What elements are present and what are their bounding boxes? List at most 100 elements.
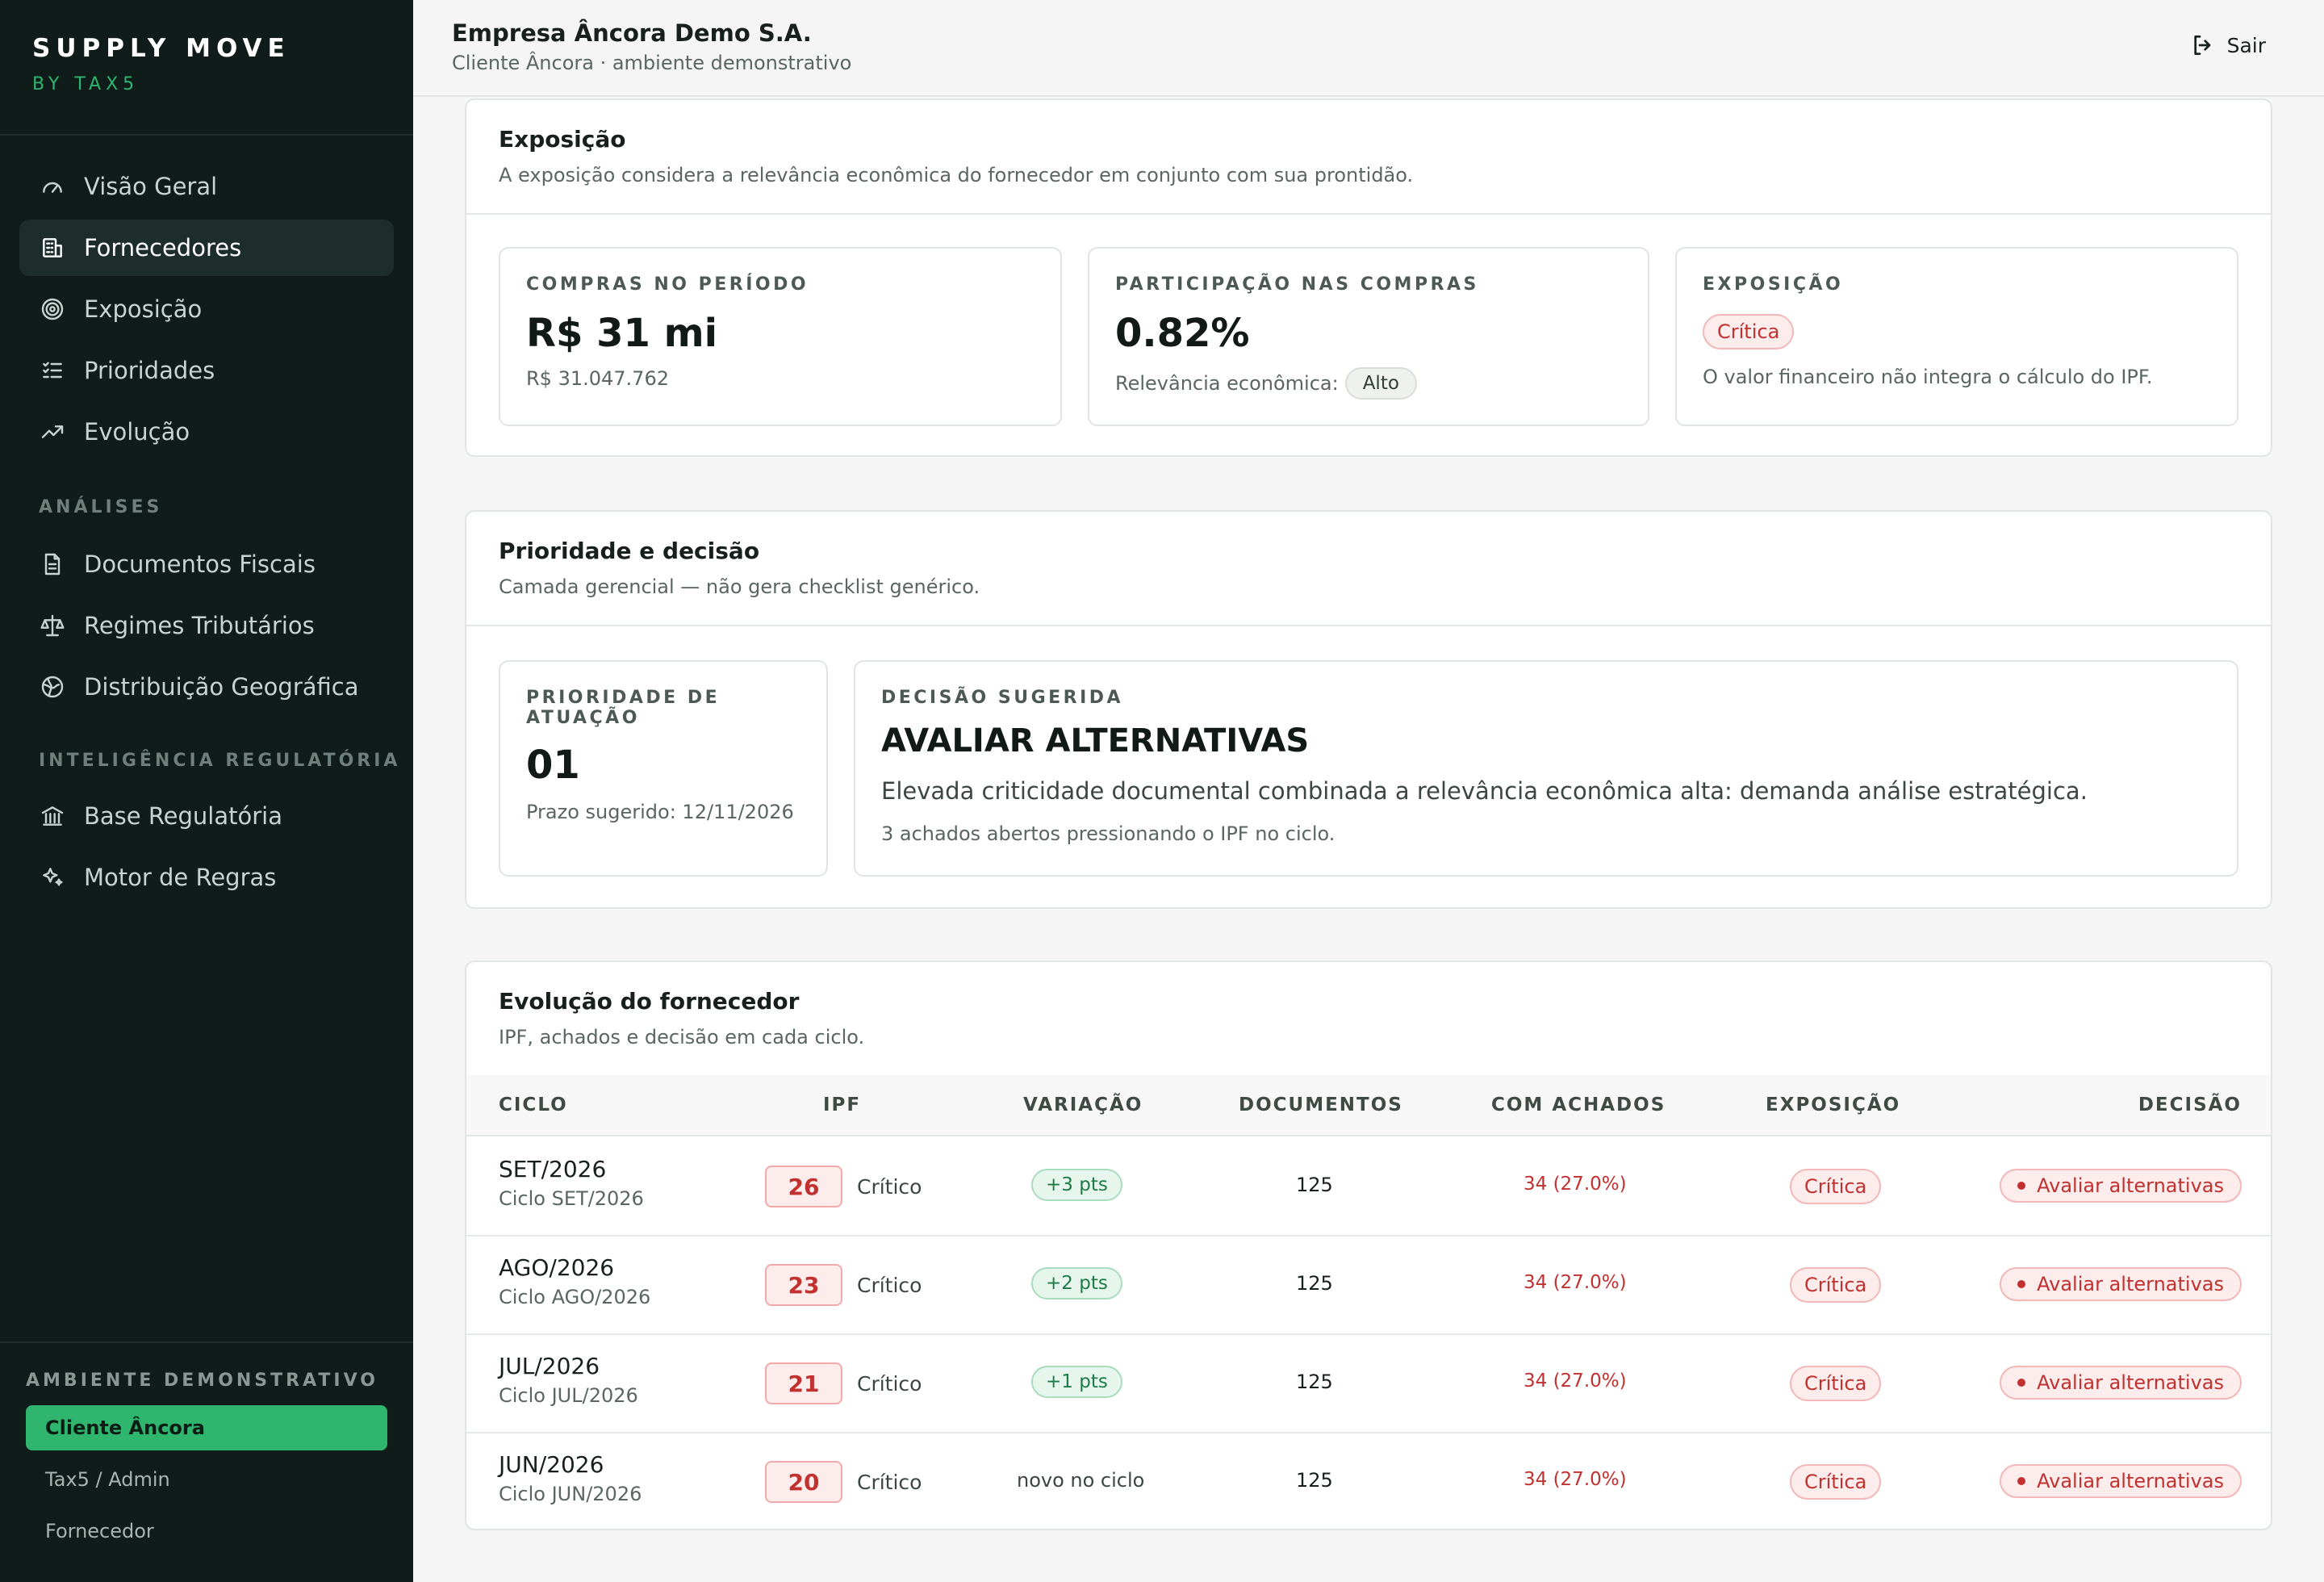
column-header-com-achados[interactable]: COM ACHADOS xyxy=(1491,1094,1666,1115)
cycle-name: SET/2026 xyxy=(499,1156,607,1182)
sidebar-item-label: Exposição xyxy=(84,295,203,323)
sidebar: SUPPLY MOVE BY TAX5 Visão Geral Forneced… xyxy=(0,0,413,1582)
ipf-cell: 20 Crítico xyxy=(765,1461,922,1503)
kpi-label: PARTICIPAÇÃO NAS COMPRAS xyxy=(1115,274,1479,295)
findings-count: 34 (27.0%) xyxy=(1524,1469,1627,1490)
building-icon xyxy=(39,234,66,262)
column-header-ciclo[interactable]: CICLO xyxy=(499,1094,568,1115)
column-header-documentos[interactable]: DOCUMENTOS xyxy=(1239,1094,1403,1115)
kpi-exposure: EXPOSIÇÃO Crítica O valor financeiro não… xyxy=(1675,247,2238,426)
kpi-label: COMPRAS NO PERÍODO xyxy=(526,274,809,295)
sidebar-item-motor-de-regras[interactable]: Motor de Regras xyxy=(19,849,394,906)
intel-nav: Base Regulatória Motor de Regras xyxy=(19,788,394,910)
variation-badge: +2 pts xyxy=(1031,1267,1122,1300)
environment-label: AMBIENTE DEMONSTRATIVO xyxy=(26,1371,378,1391)
exposure-card: Exposição A exposição considera a relevâ… xyxy=(465,98,2272,457)
exposure-badge: Crítica xyxy=(1790,1366,1882,1401)
logout-label: Sair xyxy=(2226,33,2266,57)
sidebar-item-label: Base Regulatória xyxy=(84,802,283,830)
analises-nav: Documentos Fiscais Regimes Tributários D… xyxy=(19,536,394,720)
ipf-score: 21 xyxy=(765,1362,842,1404)
decision-cell: Avaliar alternativas xyxy=(2000,1169,2242,1203)
table-header: CICLO IPF VARIAÇÃO DOCUMENTOS COM ACHADO… xyxy=(466,1075,2271,1136)
sidebar-item-label: Documentos Fiscais xyxy=(84,550,316,578)
findings-count: 34 (27.0%) xyxy=(1524,1174,1627,1195)
sidebar-item-label: Prioridades xyxy=(84,357,215,384)
decision-badge: Avaliar alternativas xyxy=(2000,1267,2242,1301)
ipf-label: Crítico xyxy=(857,1470,922,1494)
sidebar-item-fornecedores[interactable]: Fornecedores xyxy=(19,220,394,276)
decision-cell: Avaliar alternativas xyxy=(2000,1366,2242,1400)
kpi-sub: Relevância econômica: Alto xyxy=(1115,367,1622,400)
decision-cell: Avaliar alternativas xyxy=(2000,1267,2242,1301)
sidebar-item-regimes-tributarios[interactable]: Regimes Tributários xyxy=(19,597,394,654)
trending-up-icon xyxy=(39,418,66,446)
table-row[interactable]: AGO/2026 Ciclo AGO/2026 23 Crítico +2 pt… xyxy=(466,1237,2271,1335)
card-title: Evolução do fornecedor xyxy=(499,988,800,1015)
brand: SUPPLY MOVE BY TAX5 xyxy=(0,0,413,136)
kpi-value: R$ 31 mi xyxy=(526,311,718,356)
exposure-cell: Crítica xyxy=(1790,1366,1882,1401)
exposure-cell: Crítica xyxy=(1790,1267,1882,1303)
sidebar-item-label: Regimes Tributários xyxy=(84,612,315,639)
card-subtitle: A exposição considera a relevância econô… xyxy=(499,164,1414,186)
table-row[interactable]: SET/2026 Ciclo SET/2026 26 Crítico +3 pt… xyxy=(466,1138,2271,1237)
decision-badge: Avaliar alternativas xyxy=(2000,1464,2242,1498)
cycle-sub: Ciclo SET/2026 xyxy=(499,1187,644,1210)
env-item-tax5-admin[interactable]: Tax5 / Admin xyxy=(45,1468,170,1491)
card-header: Evolução do fornecedor IPF, achados e de… xyxy=(466,962,2271,1075)
ipf-cell: 23 Crítico xyxy=(765,1264,922,1306)
documents-count: 125 xyxy=(1296,1174,1333,1196)
exposure-badge-wrap: Crítica xyxy=(1703,314,2211,349)
sidebar-item-evolucao[interactable]: Evolução xyxy=(19,404,394,460)
env-item-cliente-ancora[interactable]: Cliente Âncora xyxy=(26,1405,387,1450)
ipf-score: 20 xyxy=(765,1461,842,1503)
landmark-icon xyxy=(39,802,66,830)
status-dot-icon xyxy=(2017,1477,2026,1485)
brand-title: SUPPLY MOVE xyxy=(32,34,290,63)
sidebar-item-base-regulatoria[interactable]: Base Regulatória xyxy=(19,788,394,844)
env-item-fornecedor[interactable]: Fornecedor xyxy=(45,1520,154,1542)
ipf-cell: 21 Crítico xyxy=(765,1362,922,1404)
relevance-badge: Alto xyxy=(1344,367,1417,400)
cycle-cell: AGO/2026 Ciclo AGO/2026 xyxy=(499,1254,650,1308)
priority-deadline: Prazo sugerido: 12/11/2026 xyxy=(526,801,794,823)
column-header-decisao[interactable]: DECISÃO xyxy=(2138,1094,2242,1115)
gauge-icon xyxy=(39,173,66,200)
table-row[interactable]: JUL/2026 Ciclo JUL/2026 21 Crítico +1 pt… xyxy=(466,1335,2271,1433)
table-row[interactable]: JUN/2026 Ciclo JUN/2026 20 Crítico novo … xyxy=(466,1433,2271,1529)
cycle-sub: Ciclo AGO/2026 xyxy=(499,1286,651,1308)
sidebar-item-label: Distribuição Geográfica xyxy=(84,673,359,701)
sidebar-item-label: Evolução xyxy=(84,418,190,446)
sidebar-item-documentos-fiscais[interactable]: Documentos Fiscais xyxy=(19,536,394,592)
column-header-variacao[interactable]: VARIAÇÃO xyxy=(1023,1094,1143,1115)
column-header-ipf[interactable]: IPF xyxy=(823,1094,862,1115)
section-inteligencia-regulatoria: INTELIGÊNCIA REGULATÓRIA xyxy=(39,751,401,771)
variation-badge: +3 pts xyxy=(1031,1169,1122,1201)
ipf-cell: 26 Crítico xyxy=(765,1166,922,1207)
sidebar-item-visao-geral[interactable]: Visão Geral xyxy=(19,158,394,215)
column-header-exposicao[interactable]: EXPOSIÇÃO xyxy=(1766,1094,1901,1115)
card-header: Prioridade e decisão Camada gerencial — … xyxy=(466,512,2271,626)
company-name: Empresa Âncora Demo S.A. xyxy=(452,19,812,47)
kpi-purchases: COMPRAS NO PERÍODO R$ 31 mi R$ 31.047.76… xyxy=(499,247,1062,426)
cycle-sub: Ciclo JUL/2026 xyxy=(499,1384,638,1407)
decision-badge: Avaliar alternativas xyxy=(2000,1169,2242,1203)
cycle-name: AGO/2026 xyxy=(499,1254,615,1281)
logout-button[interactable]: Sair xyxy=(2190,32,2266,58)
decision-value: AVALIAR ALTERNATIVAS xyxy=(881,722,1310,760)
decision-badge: Avaliar alternativas xyxy=(2000,1366,2242,1400)
findings-count: 34 (27.0%) xyxy=(1524,1371,1627,1392)
sidebar-item-exposicao[interactable]: Exposição xyxy=(19,281,394,337)
exposure-badge: Crítica xyxy=(1790,1267,1882,1303)
exposure-badge: Crítica xyxy=(1703,314,1795,349)
sidebar-item-prioridades[interactable]: Prioridades xyxy=(19,342,394,399)
card-title: Prioridade e decisão xyxy=(499,538,760,564)
sidebar-item-distribuicao-geografica[interactable]: Distribuição Geográfica xyxy=(19,659,394,715)
decision-text: Elevada criticidade documental combinada… xyxy=(881,777,2088,805)
exposure-cell: Crítica xyxy=(1790,1169,1882,1204)
kpi-share: PARTICIPAÇÃO NAS COMPRAS 0.82% Relevânci… xyxy=(1088,247,1649,426)
decision-box: DECISÃO SUGERIDA AVALIAR ALTERNATIVAS El… xyxy=(854,660,2238,877)
variation-cell: +2 pts xyxy=(1031,1267,1122,1300)
cycle-name: JUL/2026 xyxy=(499,1353,600,1379)
